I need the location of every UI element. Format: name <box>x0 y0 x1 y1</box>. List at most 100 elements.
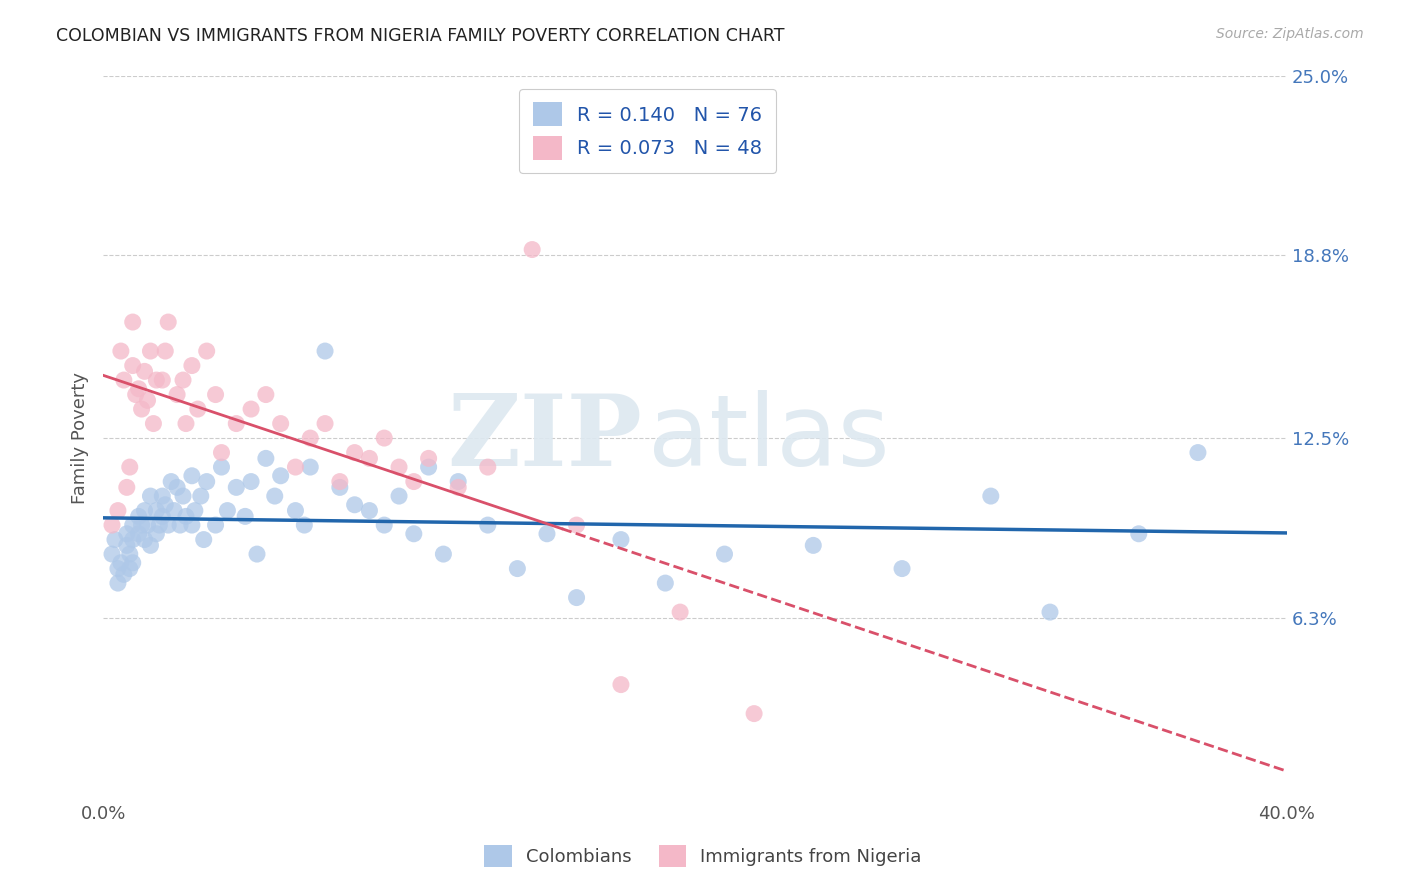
Point <box>1187 445 1209 459</box>
Point <box>172 489 194 503</box>
Point <box>654 576 676 591</box>
Point <box>121 315 143 329</box>
Point <box>402 526 425 541</box>
Point <box>669 605 692 619</box>
Point <box>373 518 395 533</box>
Point <box>134 503 156 517</box>
Point <box>402 475 425 489</box>
Point <box>980 489 1002 503</box>
Point <box>204 518 226 533</box>
Point <box>195 344 218 359</box>
Point <box>187 402 209 417</box>
Point <box>121 518 143 533</box>
Point <box>373 431 395 445</box>
Point <box>329 475 352 489</box>
Point <box>163 503 186 517</box>
Point <box>169 518 191 533</box>
Point <box>110 556 132 570</box>
Point <box>145 373 167 387</box>
Point <box>139 538 162 552</box>
Point <box>124 387 146 401</box>
Point <box>101 518 124 533</box>
Point <box>131 518 153 533</box>
Point <box>314 344 336 359</box>
Point <box>211 445 233 459</box>
Point <box>477 460 499 475</box>
Point <box>565 591 588 605</box>
Point <box>128 382 150 396</box>
Point <box>610 677 633 691</box>
Point <box>891 561 914 575</box>
Point <box>118 547 141 561</box>
Point <box>217 503 239 517</box>
Point <box>180 359 202 373</box>
Point <box>139 344 162 359</box>
Point <box>343 445 366 459</box>
Point <box>134 364 156 378</box>
Legend: R = 0.140   N = 76, R = 0.073   N = 48: R = 0.140 N = 76, R = 0.073 N = 48 <box>519 89 776 173</box>
Point <box>299 431 322 445</box>
Point <box>536 526 558 541</box>
Point <box>742 706 765 721</box>
Point <box>388 460 411 475</box>
Point <box>233 509 256 524</box>
Point <box>107 503 129 517</box>
Point <box>118 561 141 575</box>
Text: ZIP: ZIP <box>447 390 641 486</box>
Point <box>172 373 194 387</box>
Point <box>174 509 197 524</box>
Point <box>155 344 177 359</box>
Point <box>136 393 159 408</box>
Point <box>107 561 129 575</box>
Point <box>506 561 529 575</box>
Point <box>115 526 138 541</box>
Point <box>107 576 129 591</box>
Point <box>284 503 307 517</box>
Point <box>254 387 277 401</box>
Point <box>118 460 141 475</box>
Point <box>131 402 153 417</box>
Point <box>128 526 150 541</box>
Point <box>121 556 143 570</box>
Text: COLOMBIAN VS IMMIGRANTS FROM NIGERIA FAMILY POVERTY CORRELATION CHART: COLOMBIAN VS IMMIGRANTS FROM NIGERIA FAM… <box>56 27 785 45</box>
Point <box>388 489 411 503</box>
Point <box>270 468 292 483</box>
Point <box>418 460 440 475</box>
Point <box>136 518 159 533</box>
Point <box>157 518 180 533</box>
Point <box>145 526 167 541</box>
Point <box>299 460 322 475</box>
Point <box>193 533 215 547</box>
Point <box>225 480 247 494</box>
Point <box>314 417 336 431</box>
Point <box>225 417 247 431</box>
Text: atlas: atlas <box>648 390 889 486</box>
Point <box>432 547 454 561</box>
Point <box>112 567 135 582</box>
Point <box>145 503 167 517</box>
Point <box>121 359 143 373</box>
Point <box>254 451 277 466</box>
Point <box>150 489 173 503</box>
Point <box>195 475 218 489</box>
Legend: Colombians, Immigrants from Nigeria: Colombians, Immigrants from Nigeria <box>477 838 929 874</box>
Point <box>447 480 470 494</box>
Point <box>166 387 188 401</box>
Point <box>1128 526 1150 541</box>
Point <box>284 460 307 475</box>
Point <box>134 533 156 547</box>
Point <box>121 533 143 547</box>
Point <box>148 518 170 533</box>
Point <box>157 315 180 329</box>
Y-axis label: Family Poverty: Family Poverty <box>72 372 89 504</box>
Point <box>343 498 366 512</box>
Point <box>270 417 292 431</box>
Point <box>174 417 197 431</box>
Point <box>801 538 824 552</box>
Point <box>101 547 124 561</box>
Text: Source: ZipAtlas.com: Source: ZipAtlas.com <box>1216 27 1364 41</box>
Point <box>211 460 233 475</box>
Point <box>150 509 173 524</box>
Point <box>184 503 207 517</box>
Point <box>139 489 162 503</box>
